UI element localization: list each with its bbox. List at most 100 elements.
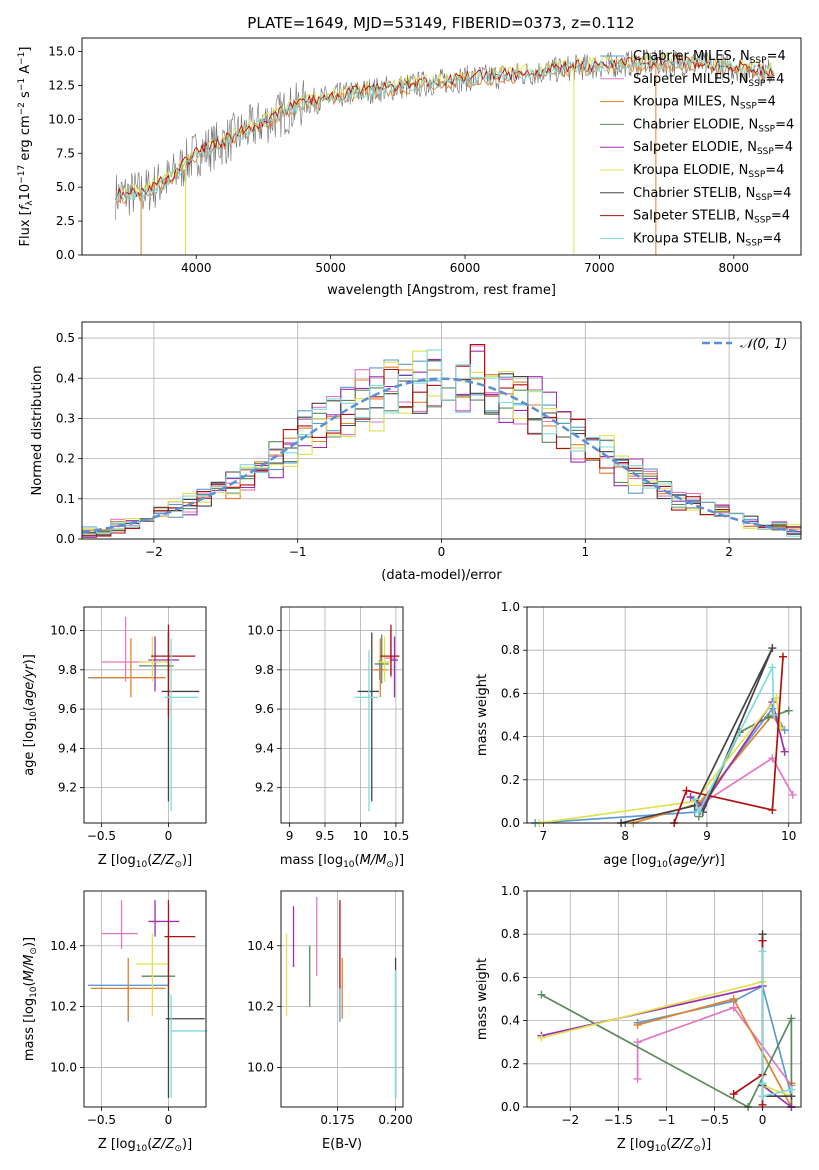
age-vs-Z-axes: −0.5 0 9.2 9.4 9.6 9.8 10.0: [50, 606, 207, 843]
gaussian-legend-label: 𝒩(0, 1): [740, 337, 787, 352]
residuals-xtick-label: −2: [145, 545, 163, 559]
series-point-marker: [537, 990, 546, 999]
legend-label: Salpeter ELODIE, NSSP=4: [633, 140, 793, 157]
massweight-vs-age-xlabel: age [log10(age/yr)]: [603, 853, 725, 870]
series-line: [540, 993, 793, 1109]
massweight-vs-Z-ytick-label: 0.6: [501, 970, 520, 984]
residuals-ytick-label: 0.4: [56, 371, 75, 385]
mass-vs-ebv-xtick-label: 0.175: [320, 1113, 354, 1127]
massweight-vs-age-ytick-label: 0.6: [501, 686, 520, 700]
massweight-vs-age-ytick-label: 0.4: [501, 730, 520, 744]
series-point-marker: [768, 754, 777, 763]
age-vs-Z-ylabel: age [log10(age/yr)]: [22, 654, 39, 776]
residuals-ytick-label: 0.2: [56, 452, 75, 466]
spectrum-xlabel: wavelength [Angstrom, rest frame]: [327, 283, 556, 298]
charts-layer: 4000 5000 6000 7000 80000.02.55.07.510.012.5…: [17, 37, 802, 1154]
series-point-marker: [764, 713, 773, 722]
series-line: [620, 647, 774, 824]
spectrum-lines: [115, 49, 775, 255]
massweight-vs-Z-ytick-label: 0.0: [501, 1100, 520, 1114]
spectrum-ytick-label: 15.0: [48, 45, 75, 59]
age-vs-Z-xtick-label: −0.5: [87, 829, 116, 843]
massweight-vs-age-ytick-label: 0.0: [501, 816, 520, 830]
residuals-ylabel: Normed distribution: [30, 366, 45, 496]
series-line: [761, 951, 792, 1098]
spectrum-model-line: [115, 60, 775, 205]
series-point-marker: [694, 808, 703, 817]
series-point-marker: [758, 1092, 767, 1101]
mass-vs-Z-ytick-label: 10.4: [50, 939, 77, 953]
age-vs-Z-ytick-label: 10.0: [50, 624, 77, 638]
gaussian-reference-curve: [81, 377, 802, 534]
residual-histogram-step: [82, 349, 801, 537]
massweight-vs-Z-ytick-label: 1.0: [501, 884, 520, 898]
residuals-histograms: [81, 343, 802, 538]
series-point-marker: [729, 995, 738, 1003]
legend-label: Chabrier STELIB, NSSP=4: [633, 186, 791, 203]
mass-vs-Z-frame: [83, 890, 207, 1108]
residuals-axes: −2 −1 0 1 2 0.0 0.1 0.2 0.3 0.4 0.5: [56, 321, 802, 559]
age-vs-mass-ytick-label: 9.6: [255, 702, 274, 716]
massweight-vs-age-ylabel: mass weight: [475, 674, 490, 756]
series-point-marker: [758, 1079, 767, 1088]
residuals-ytick-label: 0.0: [56, 532, 75, 546]
residuals-ytick-label: 0.3: [56, 411, 75, 425]
residuals-frame: [81, 321, 802, 540]
series-point-marker: [780, 747, 789, 756]
mass-vs-Z-ytick-label: 10.0: [50, 1060, 77, 1074]
age-vs-Z-errorbars: [88, 616, 200, 812]
series-point-marker: [690, 795, 699, 804]
residuals-xlabel: (data-model)/error: [381, 568, 502, 583]
massweight-vs-age-xtick-label: 7: [540, 829, 548, 843]
series-point-marker: [758, 1100, 767, 1109]
legend-label: Salpeter STELIB, NSSP=4: [633, 209, 790, 226]
series-point-marker: [787, 1085, 796, 1094]
age-vs-Z-frame: [83, 606, 207, 824]
series-point-marker: [686, 793, 695, 802]
massweight-vs-age-xtick-label: 9: [703, 829, 711, 843]
legend-label: Kroupa ELODIE, NSSP=4: [633, 163, 784, 180]
massweight-vs-Z-lines: [537, 930, 796, 1111]
legend-label: Chabrier MILES, NSSP=4: [633, 49, 786, 66]
series-line: [693, 667, 775, 815]
spectrum-ytick-label: 2.5: [56, 214, 75, 228]
age-vs-Z-ytick-label: 9.8: [58, 663, 77, 677]
massweight-vs-Z-ytick-label: 0.4: [501, 1014, 520, 1028]
spectrum-xtick-label: 8000: [719, 261, 750, 275]
massweight-vs-Z-frame: [526, 890, 802, 1108]
spectrum-ylabel: Flux [fλ10−17 erg cm−2 s−1 A−1]: [17, 47, 35, 247]
age-vs-mass-errorbars: [354, 624, 400, 812]
age-vs-mass-plot-area: [354, 624, 400, 812]
series-point-marker: [633, 1074, 642, 1083]
mass-vs-ebv-xtick-label: 0.200: [378, 1113, 412, 1127]
spectrum-axes: 4000 5000 6000 7000 8000 0.0 2.5 5.0 7.5 10.0 12.5…: [48, 37, 802, 275]
mass-vs-ebv-axes: 0.175 0.200 10.0 10.2 10.4: [247, 890, 413, 1127]
spectrum-xtick-label: 4000: [181, 261, 212, 275]
age-vs-mass-ytick-label: 10.0: [247, 624, 274, 638]
series-point-marker: [682, 786, 691, 795]
legend-label: Salpeter MILES, NSSP=4: [633, 72, 784, 89]
massweight-vs-Z-ytick-label: 0.8: [501, 927, 520, 941]
massweight-vs-Z-xtick-label: 0: [759, 1113, 767, 1127]
legend-label: Chabrier ELODIE, NSSP=4: [633, 117, 794, 134]
series-point-marker: [779, 652, 788, 661]
massweight-vs-Z-axes: −2 −1.5 −1 −0.5 0 0.0 0.2 0.4 0.6 0.8 1.0: [501, 884, 802, 1127]
series-point-marker: [768, 663, 777, 672]
massweight-vs-age-lines: [531, 644, 797, 827]
figure-title: PLATE=1649, MJD=53149, FIBERID=0373, z=0…: [247, 14, 634, 32]
massweight-vs-age-xtick-label: 8: [621, 829, 629, 843]
massweight-vs-Z-ylabel: mass weight: [475, 958, 490, 1040]
mass-vs-ebv-errorbars: [285, 897, 397, 1098]
residuals-ytick-label: 0.5: [56, 331, 75, 345]
mass-vs-Z-xlabel: Z [log10(Z/Z⊙)]: [98, 1137, 192, 1154]
residuals-xtick-label: 1: [581, 545, 589, 559]
spectrum-model-line: [115, 57, 775, 203]
massweight-vs-Z-xtick-label: −1.5: [604, 1113, 633, 1127]
series-point-marker: [537, 1033, 546, 1042]
massweight-vs-Z-ytick-label: 0.2: [501, 1057, 520, 1071]
residuals-plot-area: [81, 343, 802, 538]
massweight-vs-age-plot-area: [531, 644, 797, 827]
age-vs-Z-ytick-label: 9.6: [58, 702, 77, 716]
age-vs-mass-xlabel: mass [log10(M/M⊙)]: [280, 853, 404, 870]
